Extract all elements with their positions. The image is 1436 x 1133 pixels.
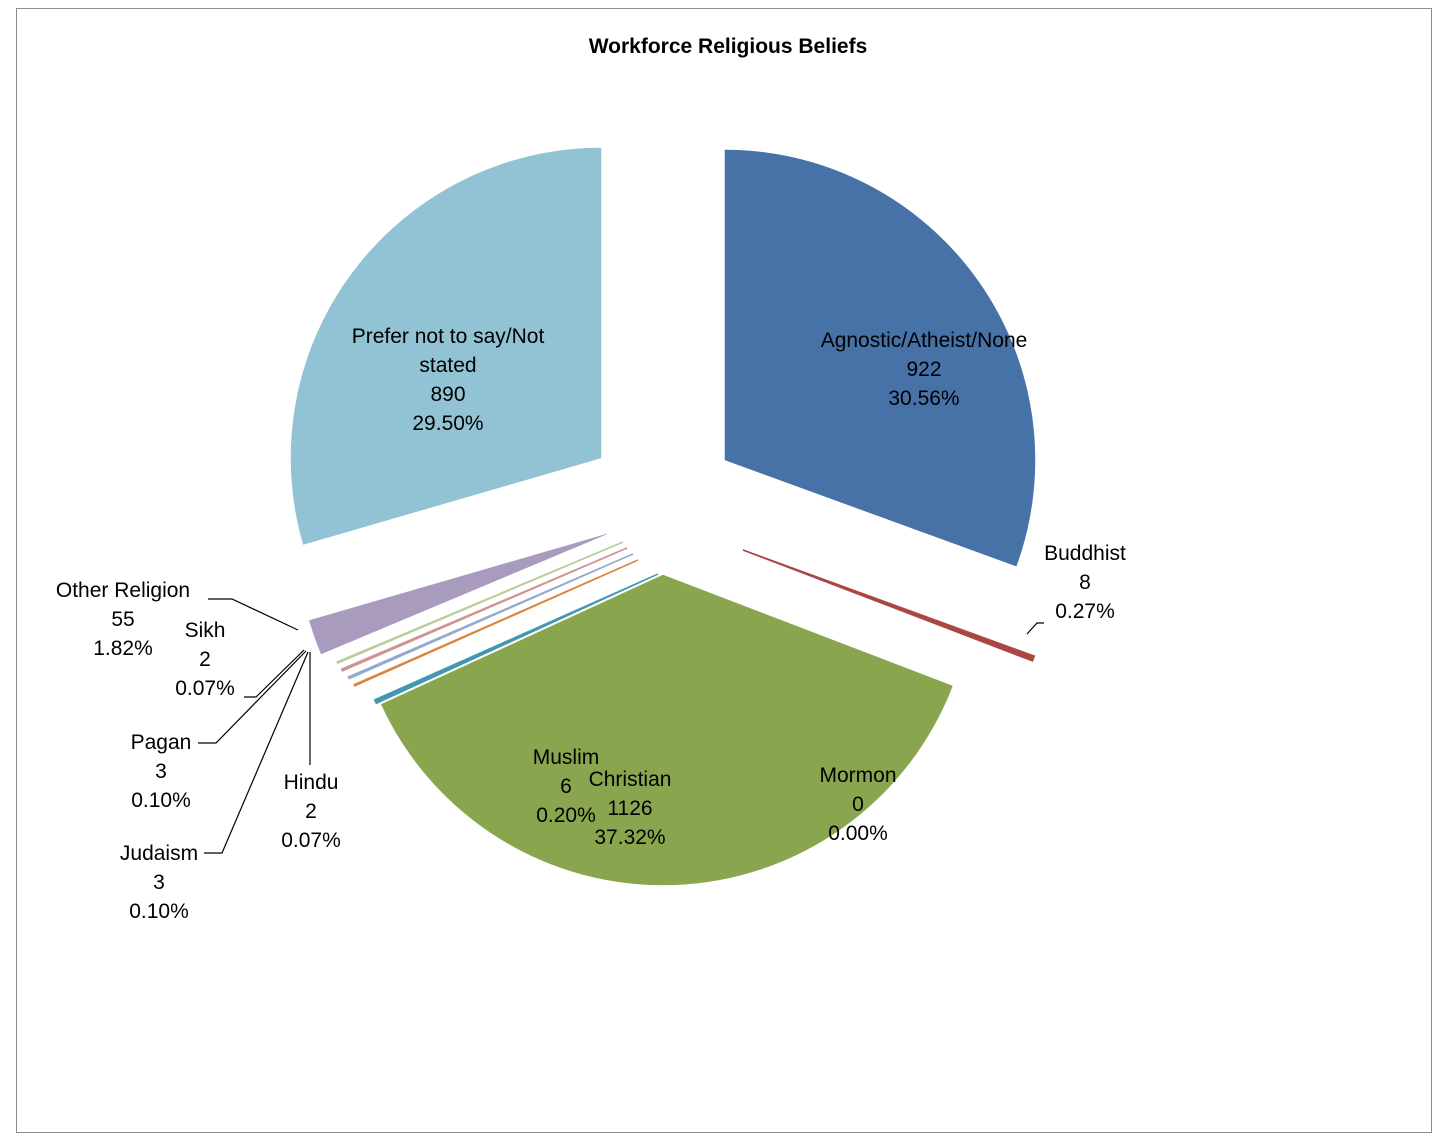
data-label-sikh-line-3: 0.07% (175, 677, 235, 700)
data-label-mormon-line-1: Mormon (819, 764, 896, 787)
chart-frame (16, 8, 1432, 1133)
data-labels: Agnostic/Atheist/None 922 30.56% Buddhist 8 0… (56, 325, 1126, 923)
data-label-prefer-not-to-say-not-stated-line-1: Prefer not to say/Not (352, 325, 545, 348)
leader-line-pagan (198, 650, 307, 744)
data-label-prefer-not-to-say-not-stated-line-2: stated (419, 354, 476, 377)
slice-other-religion (308, 533, 608, 655)
leader-line-buddhist (1026, 622, 1044, 635)
chart-title: Workforce Religious Beliefs (589, 35, 868, 58)
slice-muslim (373, 573, 659, 705)
leader-line-other-religion (208, 598, 299, 631)
data-label-other-religion-line-2: 55 (111, 608, 134, 631)
data-label-mormon-line-2: 0 (852, 793, 864, 816)
data-label-muslim-line-2: 6 (560, 775, 572, 798)
slice-buddhist (742, 549, 1036, 662)
data-label-pagan-line-1: Pagan (131, 731, 192, 754)
data-label-pagan-line-2: 3 (155, 760, 167, 783)
data-label-judaism-line-2: 3 (153, 871, 165, 894)
data-label-christian-line-3: 37.32% (594, 826, 665, 849)
leader-lines (198, 598, 1044, 854)
data-label-buddhist: Buddhist 8 0.27% (1044, 542, 1126, 623)
slice-sikh (336, 541, 624, 665)
slice-judaism (347, 553, 634, 680)
data-label-pagan: Pagan 3 0.10% (131, 731, 192, 812)
data-label-judaism-line-1: Judaism (120, 842, 198, 865)
data-label-hindu: Hindu 2 0.07% (281, 771, 341, 852)
slice-hindu (353, 559, 639, 687)
pie-slices (290, 147, 1036, 886)
data-label-christian-line-1: Christian (589, 768, 672, 791)
data-label-prefer-not-to-say-not-stated-line-3: 890 (430, 383, 465, 406)
data-label-judaism-line-3: 0.10% (129, 900, 189, 923)
data-label-agnostic-atheist-none-line-1: Agnostic/Atheist/None (821, 329, 1028, 352)
slice-christian (380, 574, 953, 886)
slice-agnostic-atheist-none (724, 149, 1036, 567)
data-label-christian: Christian 1126 37.32% (589, 768, 672, 849)
data-label-mormon-line-3: 0.00% (828, 822, 888, 845)
data-label-buddhist-line-1: Buddhist (1044, 542, 1126, 565)
leader-line-sikh (244, 649, 305, 698)
data-label-sikh: Sikh 2 0.07% (175, 619, 235, 700)
slice-prefer-not-to-say-not-stated (290, 147, 602, 545)
data-label-pagan-line-3: 0.10% (131, 789, 191, 812)
data-label-prefer-not-to-say-not-stated: Prefer not to say/Not stated 890 29.50% (352, 325, 545, 435)
data-label-agnostic-atheist-none: Agnostic/Atheist/None 922 30.56% (821, 329, 1028, 410)
data-label-christian-line-2: 1126 (607, 797, 652, 820)
data-label-hindu-line-3: 0.07% (281, 829, 341, 852)
data-label-muslim: Muslim 6 0.20% (533, 746, 600, 827)
data-label-buddhist-line-3: 0.27% (1055, 600, 1115, 623)
data-label-other-religion-line-1: Other Religion (56, 579, 190, 602)
data-label-mormon: Mormon 0 0.00% (819, 764, 896, 845)
data-label-other-religion: Other Religion 55 1.82% (56, 579, 190, 660)
data-label-agnostic-atheist-none-line-3: 30.56% (888, 387, 959, 410)
data-label-buddhist-line-2: 8 (1079, 571, 1091, 594)
data-label-hindu-line-2: 2 (305, 800, 317, 823)
data-label-agnostic-atheist-none-line-2: 922 (906, 358, 941, 381)
data-label-muslim-line-3: 0.20% (536, 804, 596, 827)
data-label-sikh-line-1: Sikh (185, 619, 226, 642)
data-label-other-religion-line-3: 1.82% (93, 637, 153, 660)
data-label-sikh-line-2: 2 (199, 648, 211, 671)
data-label-judaism: Judaism 3 0.10% (120, 842, 198, 923)
data-label-muslim-line-1: Muslim (533, 746, 600, 769)
slice-pagan (340, 547, 628, 672)
data-label-hindu-line-1: Hindu (284, 771, 339, 794)
leader-line-judaism (204, 651, 309, 854)
data-label-prefer-not-to-say-not-stated-line-4: 29.50% (412, 412, 483, 435)
